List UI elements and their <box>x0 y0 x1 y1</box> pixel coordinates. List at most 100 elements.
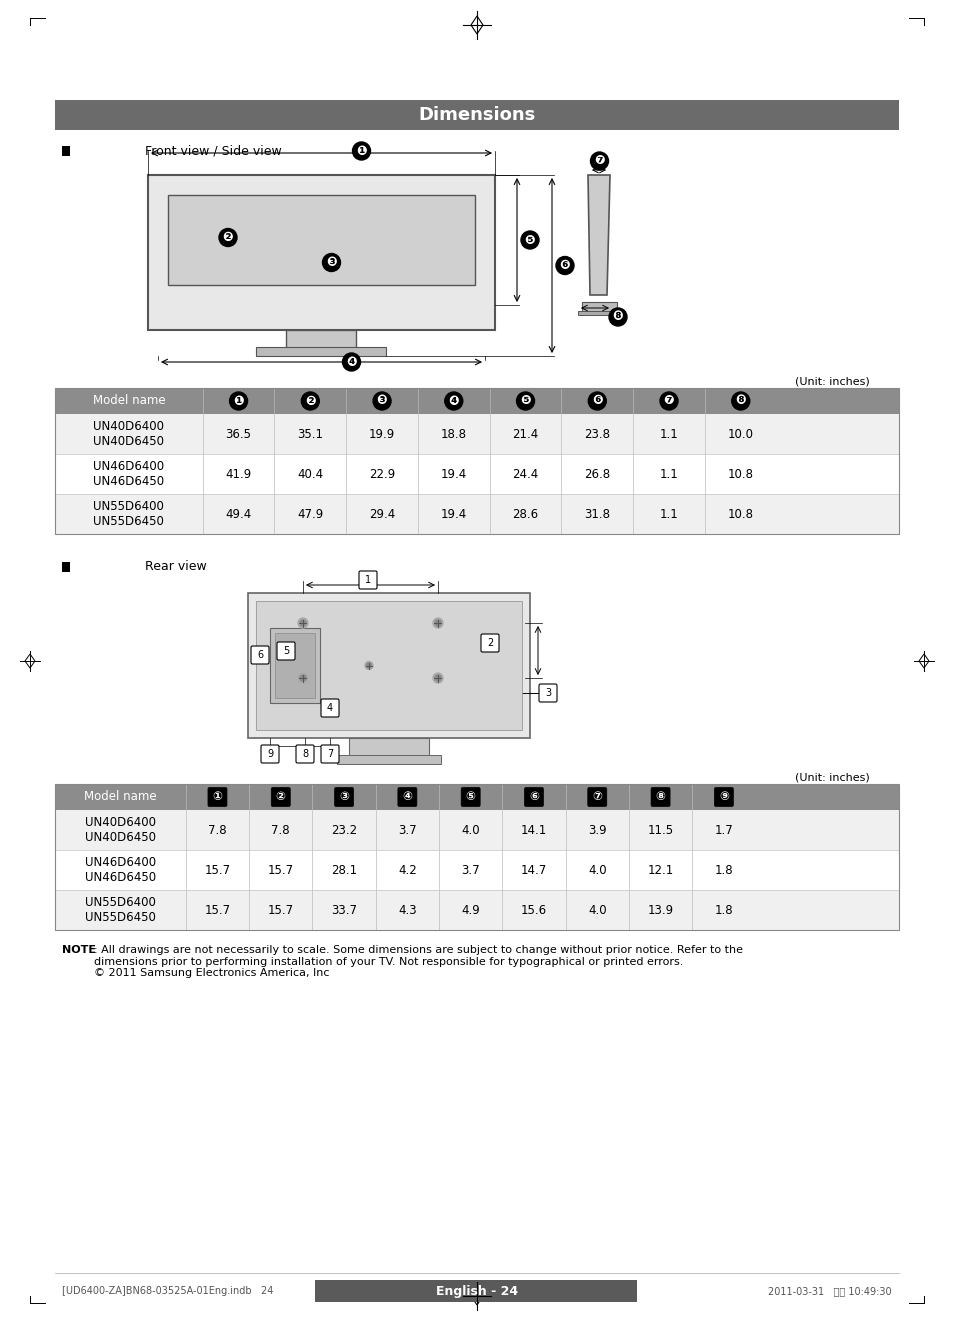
Text: ❽: ❽ <box>735 395 745 407</box>
Text: : All drawings are not necessarily to scale. Some dimensions are subject to chan: : All drawings are not necessarily to sc… <box>94 945 742 978</box>
Text: 2011-03-31   오전 10:49:30: 2011-03-31 오전 10:49:30 <box>767 1287 891 1296</box>
Text: 7: 7 <box>327 749 333 760</box>
Text: Front view / Side view: Front view / Side view <box>145 144 281 157</box>
Bar <box>55 783 898 810</box>
FancyBboxPatch shape <box>261 745 278 764</box>
Text: 49.4: 49.4 <box>225 507 252 520</box>
Bar <box>62 561 70 572</box>
Text: 31.8: 31.8 <box>583 507 610 520</box>
Bar <box>62 147 70 156</box>
Circle shape <box>301 392 319 410</box>
Bar <box>55 494 898 534</box>
FancyBboxPatch shape <box>650 787 669 807</box>
Text: UN55D6400
UN55D6450: UN55D6400 UN55D6450 <box>93 501 164 528</box>
Text: 4.0: 4.0 <box>587 864 606 877</box>
Circle shape <box>659 392 678 410</box>
Circle shape <box>352 141 370 160</box>
Text: 13.9: 13.9 <box>647 904 673 917</box>
Polygon shape <box>587 174 609 295</box>
Text: 3.7: 3.7 <box>461 864 479 877</box>
Bar <box>55 890 898 930</box>
Text: [UD6400-ZA]BN68-03525A-01Eng.indb   24: [UD6400-ZA]BN68-03525A-01Eng.indb 24 <box>62 1287 274 1296</box>
Circle shape <box>435 675 440 682</box>
Text: (Unit: inches): (Unit: inches) <box>795 773 869 783</box>
Circle shape <box>365 662 373 670</box>
Text: 1.1: 1.1 <box>659 428 678 440</box>
Bar <box>349 738 429 756</box>
Text: ⑧: ⑧ <box>655 790 665 803</box>
Circle shape <box>297 618 308 627</box>
Bar <box>55 388 898 413</box>
Text: 14.7: 14.7 <box>520 864 546 877</box>
Circle shape <box>588 392 606 410</box>
FancyBboxPatch shape <box>335 787 354 807</box>
Bar <box>270 627 319 703</box>
Text: 28.6: 28.6 <box>512 507 538 520</box>
Circle shape <box>608 308 626 326</box>
Circle shape <box>373 392 391 410</box>
Bar <box>55 413 898 454</box>
Text: ⑦: ⑦ <box>592 790 601 803</box>
FancyBboxPatch shape <box>208 787 227 807</box>
Circle shape <box>433 618 442 627</box>
Text: ④: ④ <box>402 790 412 803</box>
Circle shape <box>433 672 442 683</box>
Text: 29.4: 29.4 <box>369 507 395 520</box>
Text: 15.6: 15.6 <box>520 904 546 917</box>
Bar <box>55 849 898 890</box>
Text: ②: ② <box>275 790 286 803</box>
Text: 40.4: 40.4 <box>297 468 323 481</box>
Text: 1.1: 1.1 <box>659 507 678 520</box>
Text: 19.4: 19.4 <box>440 507 466 520</box>
FancyBboxPatch shape <box>251 646 269 664</box>
Circle shape <box>342 353 360 371</box>
FancyBboxPatch shape <box>538 684 557 701</box>
Text: UN46D6400
UN46D6450: UN46D6400 UN46D6450 <box>93 460 164 487</box>
FancyBboxPatch shape <box>320 745 338 764</box>
Text: 1.7: 1.7 <box>714 823 733 836</box>
Text: 4.0: 4.0 <box>461 823 479 836</box>
Text: 4.2: 4.2 <box>397 864 416 877</box>
Circle shape <box>219 229 236 247</box>
Bar <box>581 303 617 312</box>
Text: 5: 5 <box>283 646 289 657</box>
Text: 1.1: 1.1 <box>659 468 678 481</box>
Text: 33.7: 33.7 <box>331 904 356 917</box>
Bar <box>148 174 495 330</box>
Circle shape <box>230 392 248 410</box>
Circle shape <box>366 663 371 668</box>
FancyBboxPatch shape <box>320 699 338 717</box>
Text: 12.1: 12.1 <box>647 864 673 877</box>
Text: 11.5: 11.5 <box>647 823 673 836</box>
Text: 26.8: 26.8 <box>583 468 610 481</box>
Circle shape <box>299 620 306 626</box>
Text: 4.3: 4.3 <box>397 904 416 917</box>
Text: 3: 3 <box>544 688 551 697</box>
Bar <box>286 330 356 347</box>
Text: Model name: Model name <box>84 790 156 803</box>
Text: ❸: ❸ <box>376 395 387 407</box>
Text: Dimensions: Dimensions <box>418 106 535 124</box>
Text: 22.9: 22.9 <box>369 468 395 481</box>
Bar <box>274 633 314 697</box>
Text: 3.9: 3.9 <box>587 823 606 836</box>
Text: English - 24: English - 24 <box>436 1284 517 1297</box>
Text: 9: 9 <box>267 749 273 760</box>
Text: 7.8: 7.8 <box>208 823 227 836</box>
Text: ❻: ❻ <box>559 259 570 272</box>
FancyBboxPatch shape <box>397 787 416 807</box>
Text: 47.9: 47.9 <box>297 507 323 520</box>
Text: 41.9: 41.9 <box>225 468 252 481</box>
Text: 2: 2 <box>486 638 493 649</box>
Text: 28.1: 28.1 <box>331 864 356 877</box>
Text: UN46D6400
UN46D6450: UN46D6400 UN46D6450 <box>85 856 155 884</box>
FancyBboxPatch shape <box>587 787 606 807</box>
Text: 18.8: 18.8 <box>440 428 466 440</box>
FancyBboxPatch shape <box>358 571 376 589</box>
Circle shape <box>322 254 340 272</box>
Text: 24.4: 24.4 <box>512 468 538 481</box>
Text: 15.7: 15.7 <box>268 904 294 917</box>
Text: ❼: ❼ <box>663 395 674 407</box>
Bar <box>255 601 521 731</box>
Text: ❽: ❽ <box>612 310 622 324</box>
